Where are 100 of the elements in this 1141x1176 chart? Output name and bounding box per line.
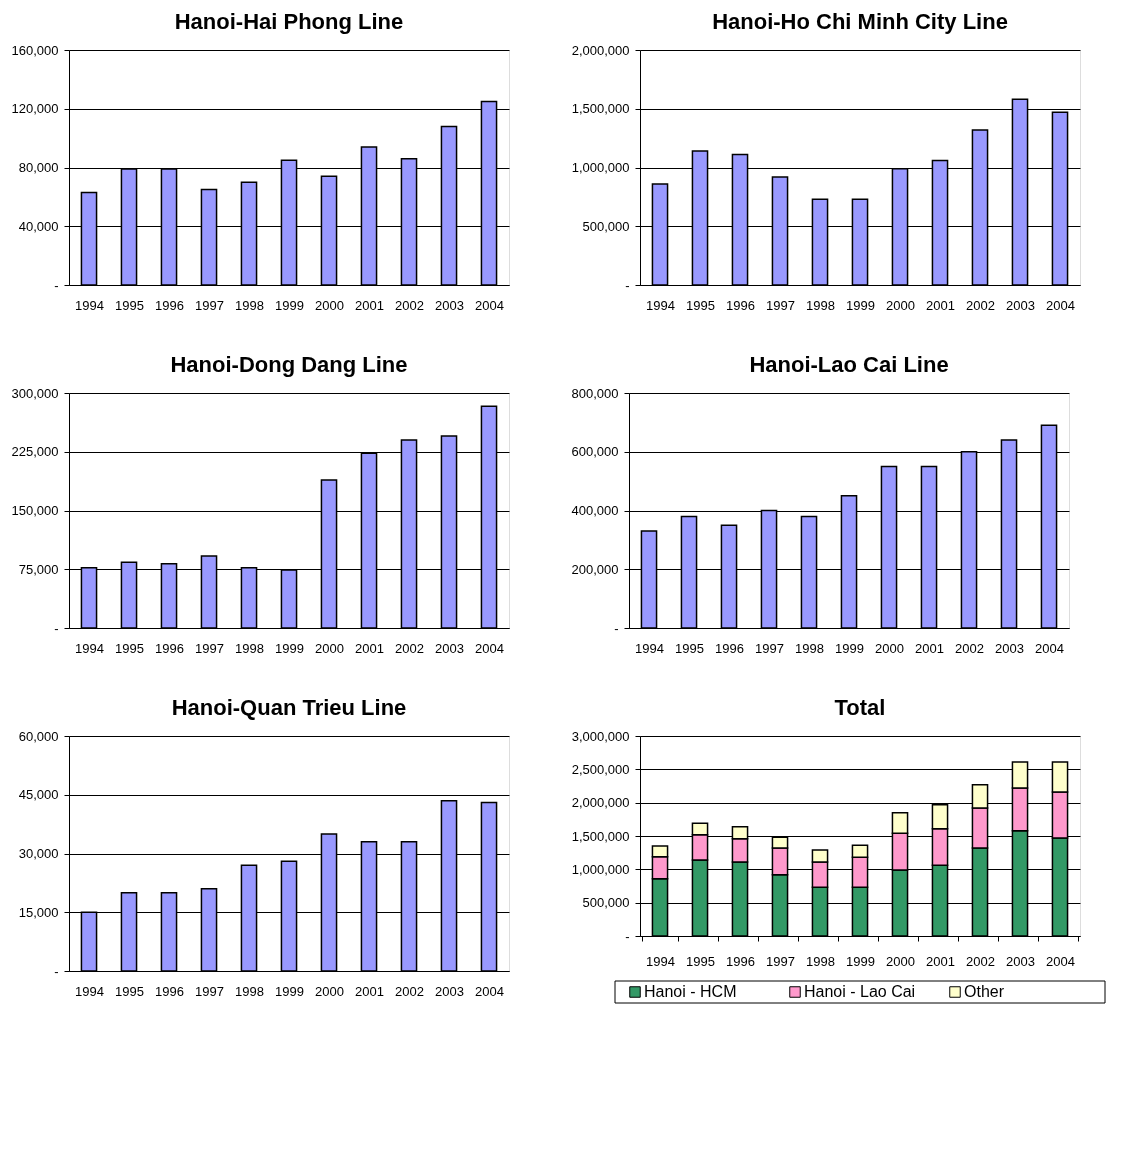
x-tick-label: 2003 — [435, 297, 464, 313]
y-tick-label: 30,000 — [18, 846, 59, 861]
x-tick-label: 1996 — [715, 640, 744, 656]
x-tick-label: 1999 — [846, 297, 875, 313]
x-tick-label: 2004 — [475, 297, 504, 313]
y-tick-label: 1,000,000 — [571, 160, 630, 175]
y-tick-label: 500,000 — [582, 895, 630, 911]
y-tick-label: 600,000 — [571, 444, 619, 460]
x-tick-label: 1997 — [766, 953, 795, 969]
y-tick-label: 15,000 — [18, 904, 59, 920]
x-tick-label: 1996 — [726, 297, 755, 313]
x-tick-label: 2002 — [395, 983, 424, 999]
chart-title: Total — [834, 695, 886, 720]
y-tick-label: 500,000 — [582, 218, 630, 234]
x-tick-label: 1999 — [275, 640, 304, 656]
legend-label: Hanoi - Lao Cai — [804, 983, 916, 1000]
x-tick-label: 2000 — [315, 640, 344, 656]
x-tick-label: 1998 — [235, 983, 264, 999]
x-tick-label: 2000 — [886, 297, 915, 313]
x-tick-label: 2001 — [355, 297, 384, 313]
x-tick-label: 1999 — [846, 953, 875, 969]
y-tick-label: 3,000,000 — [571, 728, 630, 744]
x-tick-label: 2000 — [315, 983, 344, 999]
y-tick-label: 400,000 — [571, 503, 619, 518]
x-tick-label: 1995 — [686, 297, 715, 313]
y-tick-label: 2,500,000 — [571, 761, 630, 777]
x-tick-label: 1997 — [195, 983, 224, 999]
y-tick-label: 225,000 — [11, 444, 59, 460]
y-tick-label: 45,000 — [18, 787, 59, 803]
x-tick-label: 1997 — [755, 640, 784, 656]
x-tick-label: 1994 — [646, 297, 675, 313]
x-tick-label: 2003 — [435, 983, 464, 999]
y-tick-label: - — [54, 620, 59, 636]
x-tick-label: 1995 — [115, 297, 144, 313]
x-tick-label: 2003 — [1006, 953, 1035, 969]
y-tick-label: 40,000 — [18, 218, 59, 234]
y-tick-label: 80,000 — [18, 160, 59, 175]
x-tick-label: 1998 — [795, 640, 824, 656]
y-tick-label: - — [625, 277, 630, 293]
y-tick-label: 75,000 — [18, 561, 59, 577]
x-tick-label: 1997 — [195, 640, 224, 656]
y-tick-label: 120,000 — [11, 101, 59, 117]
y-tick-label: - — [625, 928, 630, 944]
y-tick-label: 2,000,000 — [571, 795, 630, 811]
legend-label: Hanoi - HCM — [644, 983, 737, 1000]
y-tick-label: 60,000 — [18, 728, 59, 744]
x-tick-label: 2003 — [995, 640, 1024, 656]
x-tick-label: 2000 — [886, 953, 915, 969]
x-tick-label: 2004 — [1046, 953, 1075, 969]
x-tick-label: 1994 — [635, 640, 664, 656]
x-tick-label: 1995 — [675, 640, 704, 656]
x-tick-label: 2002 — [395, 297, 424, 313]
x-tick-label: 1995 — [115, 983, 144, 999]
x-tick-label: 1994 — [75, 640, 104, 656]
x-tick-label: 2004 — [1035, 640, 1064, 656]
y-tick-label: 1,000,000 — [571, 861, 630, 877]
x-tick-label: 1995 — [115, 640, 144, 656]
x-tick-label: 1999 — [275, 297, 304, 313]
x-tick-label: 1994 — [646, 953, 675, 969]
x-tick-label: 1998 — [806, 297, 835, 313]
x-tick-label: 1996 — [726, 953, 755, 969]
legend-label: Other — [964, 983, 1005, 1000]
y-tick-label: - — [614, 620, 619, 636]
x-tick-label: 2003 — [435, 640, 464, 656]
x-tick-label: 2002 — [955, 640, 984, 656]
x-tick-label: 2001 — [926, 953, 955, 969]
x-tick-label: 2004 — [475, 640, 504, 656]
y-tick-label: 800,000 — [571, 385, 619, 401]
x-tick-label: 1998 — [806, 953, 835, 969]
x-tick-label: 1997 — [195, 297, 224, 313]
x-tick-label: 1999 — [275, 983, 304, 999]
x-tick-label: 2002 — [966, 953, 995, 969]
x-tick-label: 1996 — [155, 297, 184, 313]
chart-title: Hanoi-Lao Cai Line — [749, 352, 949, 377]
x-tick-label: 1995 — [686, 953, 715, 969]
y-tick-label: 160,000 — [11, 42, 59, 58]
x-tick-label: 1999 — [835, 640, 864, 656]
x-tick-label: 1998 — [235, 297, 264, 313]
y-tick-label: 1,500,000 — [571, 828, 630, 844]
x-tick-label: 2002 — [966, 297, 995, 313]
x-tick-label: 2004 — [1046, 297, 1075, 313]
x-tick-label: 1998 — [235, 640, 264, 656]
y-tick-label: - — [54, 277, 59, 293]
x-tick-label: 2001 — [915, 640, 944, 656]
chart-title: Hanoi-Quan Trieu Line — [171, 695, 407, 720]
x-tick-label: 2004 — [475, 983, 504, 999]
x-tick-label: 1996 — [155, 640, 184, 656]
y-tick-label: 150,000 — [11, 503, 59, 518]
y-tick-label: 2,000,000 — [571, 42, 630, 58]
x-tick-label: 2002 — [395, 640, 424, 656]
x-tick-label: 1994 — [75, 297, 104, 313]
y-tick-label: 200,000 — [571, 561, 619, 577]
y-tick-label: 1,500,000 — [571, 101, 630, 117]
chart-title: Hanoi-Hai Phong Line — [174, 9, 404, 34]
y-tick-label: 300,000 — [11, 385, 59, 401]
x-tick-label: 2001 — [355, 983, 384, 999]
chart-title: Hanoi-Dong Dang Line — [170, 352, 408, 377]
x-tick-label: 1997 — [766, 297, 795, 313]
x-tick-label: 2000 — [875, 640, 904, 656]
chart-title: Hanoi-Ho Chi Minh City Line — [712, 9, 1008, 34]
